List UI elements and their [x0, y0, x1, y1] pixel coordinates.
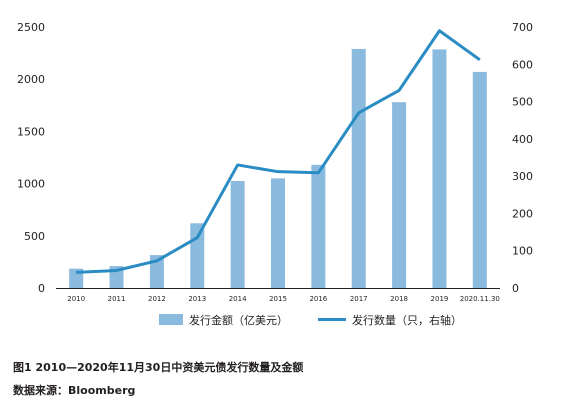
x-axis-tick-label: 2014 [229, 295, 247, 303]
bar-2018 [392, 102, 407, 288]
legend-bar-label: 发行金额（亿美元） [189, 313, 288, 327]
right-axis-tick-label: 600 [512, 58, 533, 71]
left-axis-tick-label: 2000 [17, 73, 45, 86]
x-axis-ticks: 2010 2011 2012 2013 2014 2015 2016 2017 2018 2019… [67, 295, 500, 303]
bar-2020.11.30 [472, 71, 487, 288]
bar-2019 [432, 49, 447, 288]
right-axis-ticks: 0 100 200 300 400 500 600 700 [512, 21, 533, 295]
bar-2014 [230, 180, 245, 288]
right-axis-tick-label: 100 [512, 245, 533, 258]
right-axis-tick-label: 500 [512, 96, 533, 109]
x-axis-tick-label: 2020.11.30 [460, 295, 500, 303]
x-axis-tick-label: 2010 [67, 295, 85, 303]
right-axis-tick-label: 700 [512, 21, 533, 34]
x-axis-tick-label: 2016 [309, 295, 327, 303]
line-series [76, 29, 481, 274]
x-axis-tick-label: 2013 [188, 295, 206, 303]
legend-line-label: 发行数量（只，右轴） [352, 313, 462, 327]
x-axis-tick-label: 2017 [350, 295, 368, 303]
figure-caption: 图1 2010—2020年11月30日中资美元债发行数量及金额 [13, 361, 304, 374]
left-axis-tick-label: 1000 [17, 178, 45, 191]
left-axis-ticks: 0 500 1000 1500 2000 2500 [17, 21, 45, 295]
right-axis-tick-label: 400 [512, 133, 533, 146]
left-axis-tick-label: 0 [38, 282, 45, 295]
bar-2016 [311, 164, 326, 288]
x-axis-tick-label: 2011 [108, 295, 126, 303]
bar-2013 [190, 223, 205, 288]
data-source-note: 数据来源：Bloomberg [13, 384, 136, 397]
bar-2017 [351, 48, 366, 289]
left-axis-tick-label: 1500 [17, 125, 45, 138]
legend: 发行金额（亿美元） 发行数量（只，右轴） [159, 313, 462, 327]
dual-axis-chart: 0 500 1000 1500 2000 2500 0 100 200 300 400 500 600… [17, 21, 533, 327]
x-axis-tick-label: 2018 [390, 295, 408, 303]
right-axis-tick-label: 0 [512, 282, 519, 295]
bar-2015 [271, 178, 285, 288]
left-axis-tick-label: 500 [24, 230, 45, 243]
legend-bar-swatch [159, 314, 183, 325]
x-axis-tick-label: 2015 [269, 295, 287, 303]
bar-2012 [149, 255, 164, 288]
x-axis-tick-label: 2019 [431, 295, 449, 303]
right-axis-tick-label: 300 [512, 170, 533, 183]
right-axis-tick-label: 200 [512, 207, 533, 220]
left-axis-tick-label: 2500 [17, 21, 45, 34]
bar-series [69, 48, 487, 289]
x-axis-tick-label: 2012 [148, 295, 166, 303]
